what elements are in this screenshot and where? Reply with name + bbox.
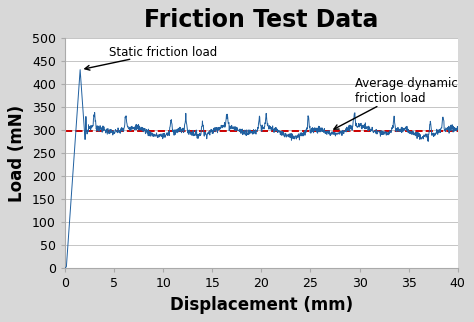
Title: Friction Test Data: Friction Test Data <box>144 8 379 32</box>
Y-axis label: Load (mN): Load (mN) <box>9 105 27 202</box>
X-axis label: Displacement (mm): Displacement (mm) <box>170 296 353 314</box>
Text: Static friction load: Static friction load <box>85 46 218 70</box>
Text: Average dynamic
friction load: Average dynamic friction load <box>334 77 457 129</box>
